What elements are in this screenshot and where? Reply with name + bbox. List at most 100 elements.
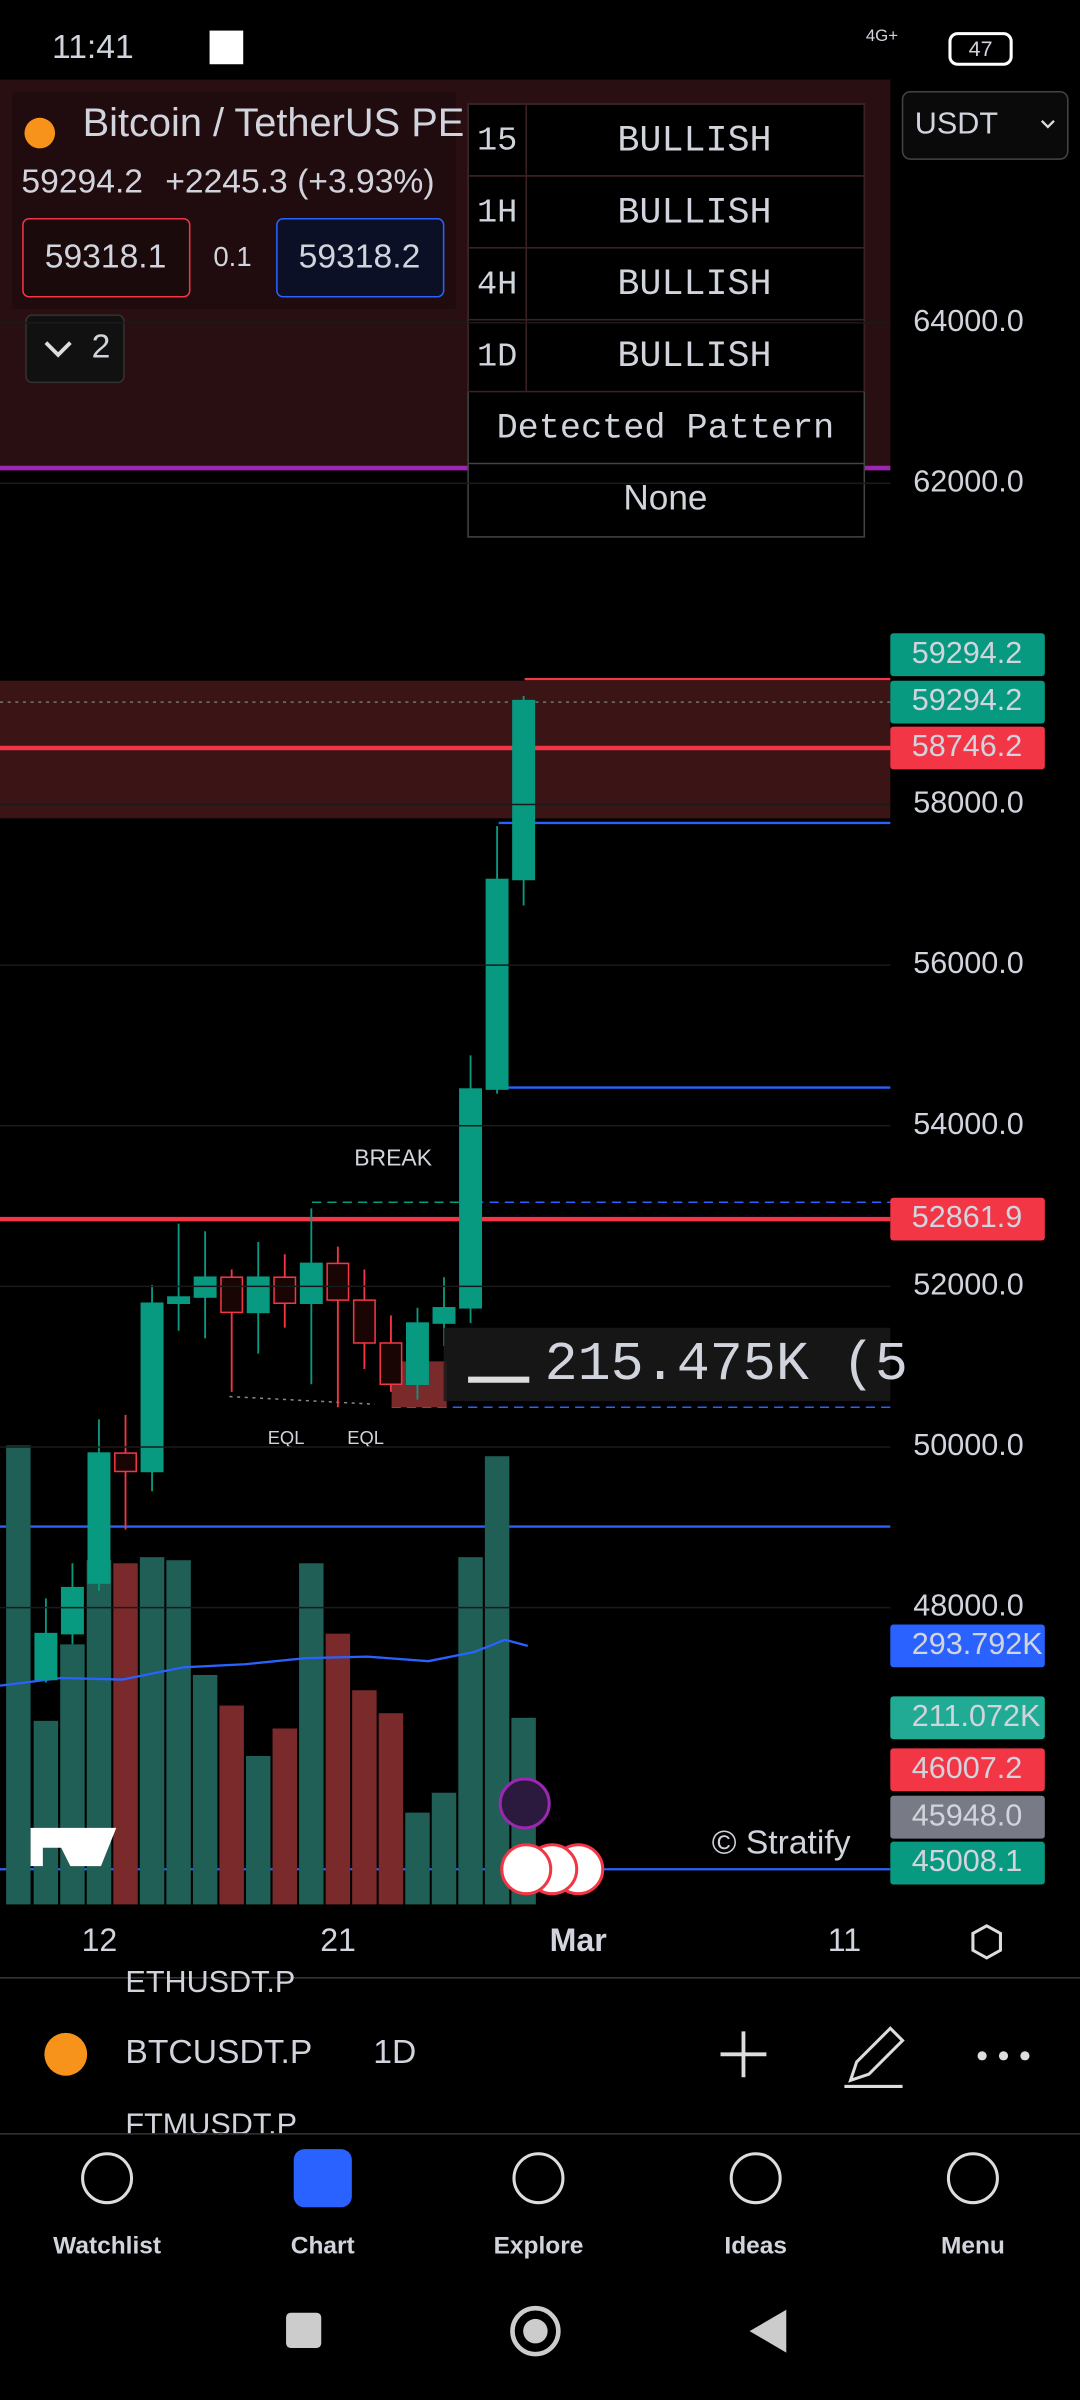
logo <box>30 1827 117 1867</box>
y-tick-label: 54000.0 <box>913 1107 1024 1141</box>
timeframe: 1H <box>477 195 517 233</box>
y-tick-label: 48000.0 <box>913 1589 1024 1623</box>
bid[interactable]: 59318.1 <box>45 238 167 275</box>
flag-icon <box>500 1843 553 1896</box>
more-button[interactable] <box>977 2051 1030 2061</box>
status-icon <box>209 30 244 65</box>
nav-label[interactable]: Ideas <box>724 2233 787 2260</box>
network: 4G+ <box>866 26 898 45</box>
candle-body <box>114 1452 137 1473</box>
nav-label[interactable]: Explore <box>494 2233 584 2260</box>
trend: BULLISH <box>617 192 771 234</box>
price-tag-label: 58746.2 <box>912 729 1023 763</box>
trend: BULLISH <box>617 120 771 162</box>
nav-label[interactable]: Menu <box>941 2233 1005 2260</box>
price-tag <box>890 1841 1045 1885</box>
candle-body <box>60 1586 84 1635</box>
price-tag <box>890 1197 1045 1241</box>
toolbar-interval[interactable]: 1D <box>373 2034 416 2071</box>
trend: BULLISH <box>617 264 771 306</box>
candle-body <box>405 1322 429 1386</box>
ask[interactable]: 59318.2 <box>299 238 421 275</box>
indicator-count[interactable]: 2 <box>92 329 111 366</box>
candle-body <box>432 1307 456 1324</box>
candle-body <box>512 699 536 881</box>
candle-body <box>379 1342 403 1386</box>
indicator-toggle[interactable] <box>25 314 125 384</box>
volume-bar <box>33 1720 59 1905</box>
x-tick-label: 12 <box>82 1922 118 1958</box>
candle-body <box>87 1452 111 1584</box>
volume-bar <box>405 1812 430 1905</box>
y-tick-label: 50000.0 <box>913 1428 1024 1462</box>
candles <box>34 695 536 1683</box>
price-tag-label: 45008.1 <box>912 1844 1023 1878</box>
candle-body <box>299 1262 323 1305</box>
battery <box>948 32 1013 66</box>
price-change: +2245.3 (+3.93%) <box>165 163 434 200</box>
settings-icon[interactable] <box>971 1924 1002 1960</box>
bottom-nav: Watchlist Chart Explore Ideas Menu <box>53 2149 1005 2260</box>
volume-bar <box>219 1705 244 1905</box>
currency[interactable]: USDT <box>915 107 998 141</box>
candle-body <box>485 878 509 1090</box>
sell-button[interactable] <box>22 217 191 298</box>
draw-button[interactable] <box>844 2026 905 2088</box>
watchlist-peek: ETHUSDT.P <box>125 1965 295 1999</box>
nav-home[interactable] <box>510 2305 561 2357</box>
price-axis: 64000.0 62000.0 58000.0 56000.0 54000.0 52000… <box>0 304 1024 1623</box>
eql-label: EQL <box>268 1427 305 1448</box>
volume-bar <box>352 1690 377 1905</box>
price-tag <box>890 1696 1045 1740</box>
currency-select[interactable] <box>901 91 1069 160</box>
readout-bg <box>443 1327 891 1402</box>
buy-button[interactable] <box>276 217 445 298</box>
price-tags: 59294.2 59294.2 58746.2 52861.9 293.792K 211.… <box>890 633 1045 1885</box>
price-tag <box>890 1795 1045 1839</box>
candle-body <box>459 1088 483 1309</box>
pattern-value: None <box>623 478 707 517</box>
nav-label[interactable]: Chart <box>291 2233 355 2260</box>
add-button[interactable] <box>720 2031 767 2078</box>
y-tick-label: 62000.0 <box>913 464 1024 498</box>
candle-body <box>273 1276 297 1305</box>
y-tick-label: 58000.0 <box>913 786 1024 820</box>
y-tick-label: 64000.0 <box>913 304 1024 338</box>
candle-body <box>34 1632 58 1681</box>
nav-recent[interactable] <box>286 2312 322 2348</box>
last-price: 59294.2 <box>21 163 143 200</box>
x-tick-label: 21 <box>320 1922 356 1958</box>
nav-back[interactable] <box>749 2309 787 2353</box>
y-tick-label: 52000.0 <box>913 1267 1024 1301</box>
volume-bar <box>458 1557 483 1905</box>
volume-bar <box>113 1563 138 1905</box>
date-axis: 12 21 Mar 11 <box>82 1922 862 1958</box>
candle-body <box>352 1299 376 1344</box>
watermark: © Stratify <box>712 1825 851 1862</box>
clock: 11:41 <box>52 29 134 66</box>
candle-body <box>246 1276 270 1314</box>
price-tag-label: 59294.2 <box>912 683 1023 717</box>
price-tag-label: 211.072K <box>912 1699 1041 1733</box>
table-row <box>467 318 866 393</box>
price-tag <box>890 726 1045 770</box>
volume-bar <box>245 1756 271 1905</box>
volume-bar <box>484 1456 510 1905</box>
candle-body <box>140 1302 164 1473</box>
price-tag <box>890 1748 1045 1792</box>
volume-bar <box>431 1792 457 1905</box>
nav-icon <box>512 2152 565 2205</box>
eql-line <box>229 1395 375 1405</box>
toolbar-symbol[interactable]: BTCUSDT.P <box>125 2034 312 2071</box>
volume-ma <box>0 1638 529 1687</box>
nav-icon <box>946 2152 999 2205</box>
price-tag <box>890 1624 1045 1668</box>
spread: 0.1 <box>213 241 251 272</box>
timeframe: 15 <box>477 123 517 161</box>
x-tick-label: 11 <box>828 1922 861 1958</box>
eql-label: EQL <box>347 1427 384 1448</box>
event-icon <box>498 1777 551 1830</box>
nav-icon-bg <box>293 2149 352 2208</box>
nav-label[interactable]: Watchlist <box>53 2233 161 2260</box>
